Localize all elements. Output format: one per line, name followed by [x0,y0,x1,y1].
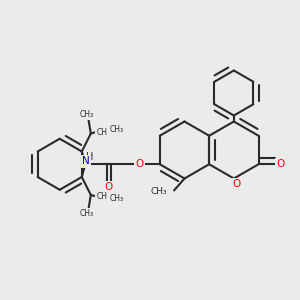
Text: CH₃: CH₃ [110,194,124,203]
Text: CH₃: CH₃ [151,188,167,196]
Text: H: H [85,152,93,162]
Text: CH₃: CH₃ [110,125,124,134]
Text: O: O [276,159,285,169]
Text: CH₃: CH₃ [80,209,94,218]
Text: N: N [82,156,90,166]
Text: CH₃: CH₃ [80,110,94,119]
Text: CH: CH [96,128,107,136]
Text: O: O [136,159,144,169]
Text: CH: CH [96,192,107,201]
Text: O: O [104,182,112,192]
Text: O: O [233,179,241,189]
